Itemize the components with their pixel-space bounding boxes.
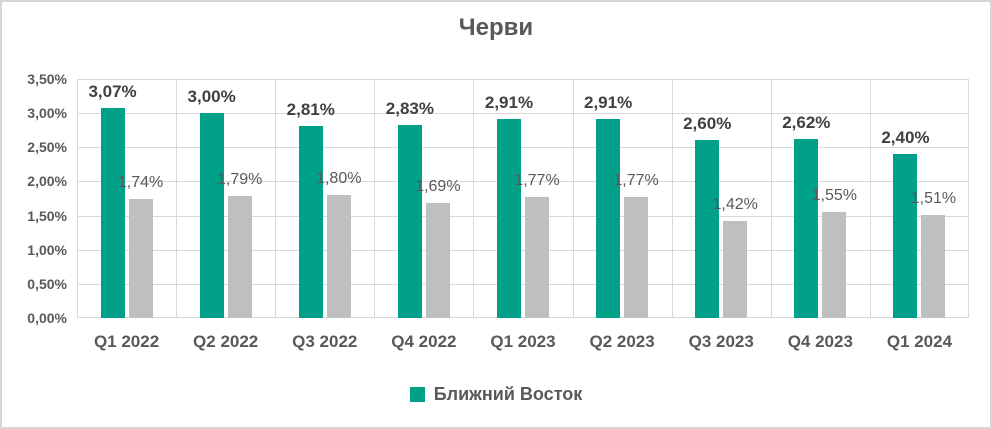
- bar-middle-east: 2,60%: [683, 114, 731, 318]
- gridline-vertical: [968, 79, 969, 318]
- gridline-vertical: [770, 79, 772, 318]
- bar-series-2: 1,55%: [812, 187, 857, 318]
- bar-data-label: 1,77%: [514, 172, 560, 190]
- legend-swatch: [409, 387, 425, 402]
- y-axis-tick-label: 3,00%: [27, 105, 67, 122]
- y-axis-tick-label: 3,50%: [27, 71, 67, 87]
- y-axis: 3,50% 3,00% 2,50% 2,00% 1,50% 1,00% 0,50% 0,00%: [2, 71, 67, 326]
- x-axis-tick-label: Q4 2023: [787, 332, 853, 351]
- bar-series-2: 1,80%: [316, 170, 361, 318]
- bar-data-label: 2,91%: [583, 93, 633, 113]
- gridline-horizontal: [77, 113, 969, 115]
- category-group: 2,62% 1,55%: [771, 79, 870, 318]
- bar-data-label: 2,40%: [881, 128, 930, 148]
- gridline-vertical: [572, 79, 574, 318]
- x-axis: Q1 2022 Q2 2022 Q3 2022 Q4 2022 Q1 2023 Q2 20…: [77, 332, 969, 352]
- bar-data-label: 3,07%: [88, 82, 137, 102]
- category-group: 3,00% 1,79%: [176, 79, 275, 318]
- bar-data-label: 1,77%: [613, 172, 659, 190]
- gridline-vertical: [275, 79, 277, 318]
- bar-series-2: 1,42%: [713, 196, 758, 318]
- category-group: 2,81% 1,80%: [275, 79, 374, 318]
- gridline-vertical: [473, 79, 475, 318]
- category-group: 2,91% 1,77%: [573, 79, 672, 318]
- bar-data-label: 2,83%: [385, 98, 434, 118]
- bar-series-2: 1,51%: [911, 190, 956, 318]
- bar-data-label: 1,79%: [216, 170, 263, 188]
- y-axis-tick-label: 2,00%: [27, 173, 67, 190]
- bar-data-label: 2,91%: [484, 93, 534, 113]
- chart-title: Черви: [458, 14, 534, 41]
- bar-series-2: 1,77%: [514, 172, 560, 318]
- x-axis-tick-label: Q3 2022: [292, 332, 358, 351]
- bar-data-label: 3,00%: [187, 87, 236, 107]
- gridline-horizontal: [77, 79, 969, 80]
- gridline-horizontal: [77, 181, 969, 183]
- x-axis-tick-label: Q1 2022: [93, 332, 160, 351]
- bars-layer: 3,07% 1,74% 3,00% 1,79% 2,81% 1,80% 2,83% 1,69%…: [77, 79, 969, 318]
- bar-middle-east: 2,40%: [881, 128, 930, 318]
- bar-data-label: 2,62%: [782, 113, 831, 133]
- bar-middle-east: 3,07%: [88, 82, 137, 318]
- bar-data-label: 1,51%: [910, 189, 957, 207]
- gridline-horizontal: [77, 215, 969, 217]
- bar-data-label: 2,60%: [683, 114, 732, 134]
- bar-middle-east: 2,81%: [287, 100, 335, 318]
- x-axis-tick-label: Q1 2023: [490, 332, 556, 351]
- x-axis-tick-label: Q2 2023: [589, 332, 655, 351]
- gridline-vertical: [869, 79, 871, 318]
- category-group: 2,40% 1,51%: [870, 79, 969, 318]
- x-axis-tick-label: Q1 2024: [886, 332, 953, 351]
- bar-middle-east: 2,91%: [485, 93, 533, 318]
- gridline-horizontal: [77, 249, 969, 251]
- bar-middle-east: 3,00%: [188, 87, 236, 318]
- bar-middle-east: 2,62%: [782, 113, 830, 318]
- y-axis-tick-label: 0,50%: [27, 275, 67, 292]
- x-axis-tick-label: Q4 2022: [391, 332, 457, 351]
- bar-series-2: 1,69%: [415, 178, 461, 318]
- bar-data-label: 2,81%: [286, 100, 335, 120]
- y-axis-tick-label: 0,00%: [27, 310, 67, 326]
- bar-series-2: 1,77%: [613, 172, 659, 318]
- gridline-horizontal: [77, 147, 969, 149]
- category-group: 2,91% 1,77%: [473, 79, 572, 318]
- category-group: 3,07% 1,74%: [77, 79, 176, 318]
- bar-data-label: 1,69%: [415, 177, 461, 195]
- y-axis-tick-label: 1,00%: [27, 241, 67, 258]
- bar-series-2: 1,74%: [118, 174, 163, 318]
- category-group: 2,83% 1,69%: [374, 79, 473, 318]
- bar-data-label: 1,74%: [117, 174, 164, 192]
- plot-area: 3,07% 1,74% 3,00% 1,79% 2,81% 1,80% 2,83% 1,69%…: [77, 79, 969, 318]
- y-axis-tick-label: 1,50%: [27, 207, 67, 224]
- gridline-vertical: [176, 79, 178, 318]
- gridline-vertical: [374, 79, 376, 318]
- category-group: 2,60% 1,42%: [672, 79, 771, 318]
- legend-label: Ближний Восток: [433, 384, 583, 404]
- bar-data-label: 1,55%: [811, 187, 857, 205]
- gridline-vertical: [671, 79, 673, 318]
- bar-middle-east: 2,91%: [584, 93, 632, 318]
- bar-data-label: 1,42%: [712, 196, 758, 214]
- x-axis-tick-label: Q3 2023: [688, 332, 754, 351]
- gridline-horizontal: [77, 283, 969, 285]
- gridline-vertical: [77, 79, 78, 318]
- x-axis-tick-label: Q2 2022: [193, 332, 259, 351]
- y-axis-tick-label: 2,50%: [27, 139, 67, 156]
- bar-data-label: 1,80%: [316, 170, 362, 188]
- legend: Ближний Восток: [2, 384, 990, 405]
- bar-middle-east: 2,83%: [386, 99, 434, 318]
- gridline-horizontal: [77, 317, 969, 318]
- bar-series-2: 1,79%: [217, 171, 262, 318]
